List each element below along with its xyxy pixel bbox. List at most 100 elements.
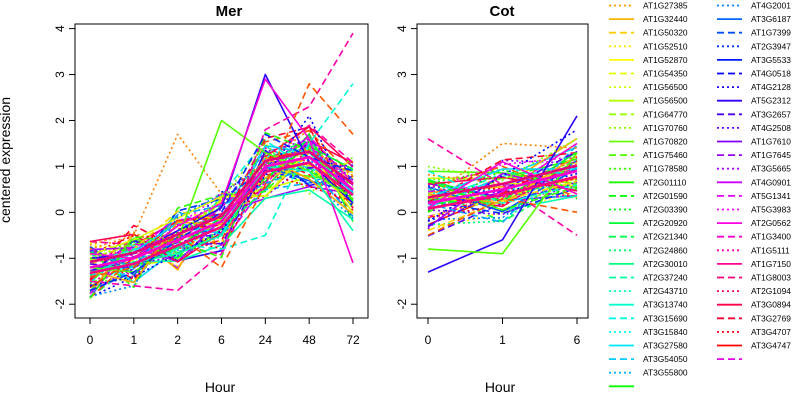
- legend-label: AT3G5533: [751, 55, 791, 65]
- legend-label: AT2G1094: [751, 286, 791, 296]
- cot-y-tick-label: 4: [395, 25, 409, 32]
- legend-label: AT2G0562: [751, 218, 791, 228]
- cot-gene-profile-line: [427, 168, 577, 199]
- legend: AT1G27385 AT1G32440 AT1G50320 AT1G52510 AT1G…: [609, 1, 791, 388]
- cot-gene-profile-line: [427, 152, 578, 255]
- legend-label: AT1G70760: [643, 123, 688, 133]
- cot-x-tick-label: 1: [499, 333, 506, 347]
- cot-gene-profile-line: [427, 142, 578, 200]
- mer-x-tick-label: 6: [218, 333, 225, 347]
- mer-ylabel: centered expression: [0, 97, 13, 223]
- mer-gene-profile-line: [89, 135, 354, 277]
- mer-x-tick-label: 0: [87, 333, 94, 347]
- mer-gene-profile-line: [89, 128, 354, 257]
- cot-title: Cot: [490, 3, 515, 20]
- cot-y-tick-label: -2: [395, 299, 409, 310]
- mer-title: Mer: [216, 3, 243, 20]
- cot-gene-profile-line: [427, 197, 578, 237]
- legend-label: AT1G52870: [643, 55, 688, 65]
- legend-label: AT1G70820: [643, 137, 688, 147]
- legend-label: AT1G7150: [751, 259, 791, 269]
- mer-y-tick-label: -2: [53, 299, 67, 310]
- mer-x-tick-label: 2: [174, 333, 181, 347]
- legend-label: AT1G3400: [751, 232, 791, 242]
- cot-y-tick-label: 3: [395, 71, 409, 78]
- mer-gene-profile-line: [89, 140, 354, 256]
- mer-gene-profile-line: [89, 156, 354, 284]
- legend-label: AT1G75460: [643, 150, 688, 160]
- legend-label: AT1G54350: [643, 69, 688, 79]
- legend-label: AT2G37240: [643, 273, 688, 283]
- mer-y-tick-label: 0: [53, 209, 67, 216]
- mer-series-group: [89, 32, 354, 299]
- legend-label: AT1G5111: [751, 245, 790, 255]
- mer-xlabel: Hour: [205, 379, 236, 395]
- cot-y-tick-label: 1: [395, 163, 409, 170]
- legend-label: AT3G4747: [751, 341, 791, 351]
- legend-label: AT1G7645: [751, 150, 791, 160]
- mer-x-tick-label: 72: [346, 333, 360, 347]
- cot-axes: 0 1 6 -2 -1 0 1 2 3 4: [395, 23, 589, 347]
- legend-label: AT2G30010: [643, 259, 688, 269]
- mer-gene-profile-line: [89, 82, 354, 278]
- cot-gene-profile-line: [427, 180, 578, 232]
- legend-label: AT1G56500: [643, 96, 688, 106]
- legend-label: AT2G21340: [643, 232, 688, 242]
- legend-label: AT3G2769: [751, 313, 791, 323]
- legend-label: AT2G20920: [643, 218, 688, 228]
- mer-gene-profile-line: [89, 131, 354, 299]
- cot-x-tick-label: 0: [425, 333, 432, 347]
- mer-x-tick-label: 48: [302, 333, 316, 347]
- legend-label: AT5G2312: [751, 96, 791, 106]
- cot-y-tick-label: 2: [395, 117, 409, 124]
- cot-x-tick-label: 6: [574, 333, 581, 347]
- legend-label: AT3G54050: [643, 354, 688, 364]
- legend-label: AT1G7399: [751, 28, 791, 38]
- legend-label: AT3G13740: [643, 300, 688, 310]
- cot-series-group: [427, 115, 578, 273]
- cot-gene-profile-line: [427, 129, 578, 223]
- mer-trend-line: [89, 161, 354, 275]
- mer-gene-profile-line: [89, 153, 354, 280]
- legend-label: AT2G03390: [643, 205, 688, 215]
- legend-label: AT3G2657: [751, 109, 791, 119]
- cot-gene-profile-line: [427, 170, 578, 204]
- mer-y-tick-label: 4: [53, 25, 67, 32]
- cot-gene-profile-line: [427, 138, 578, 181]
- cot-trend-line: [427, 175, 578, 210]
- legend-label: AT1G8003: [751, 273, 791, 283]
- mer-gene-profile-line: [89, 165, 354, 294]
- legend-label: AT1G50320: [643, 28, 688, 38]
- legend-label: AT3G27580: [643, 341, 688, 351]
- mer-y-tick-label: 1: [53, 163, 67, 170]
- legend-label: AT4G0518: [751, 69, 791, 79]
- legend-label: AT5G1341: [751, 191, 791, 201]
- cot-gene-profile-line: [427, 180, 578, 211]
- legend-label: AT3G0894: [751, 300, 791, 310]
- mer-y-tick-label: 3: [53, 71, 67, 78]
- legend-label: AT1G64770: [643, 109, 688, 119]
- mer-gene-profile-line: [89, 164, 354, 269]
- legend-label: AT2G01590: [643, 191, 688, 201]
- legend-label: AT3G55800: [643, 368, 688, 378]
- legend-label: AT2G01110: [643, 177, 687, 187]
- mer-x-tick-label: 1: [130, 333, 137, 347]
- mer-y-tick-label: 2: [53, 117, 67, 124]
- legend-label: AT4G2001: [751, 1, 791, 11]
- legend-label: AT2G3947: [751, 41, 791, 51]
- legend-label: AT4G0901: [751, 177, 791, 187]
- mer-y-tick-label: -1: [53, 253, 67, 264]
- panel-mer: Mer Hour centered expression 0 1 2 6 24 48 72-…: [0, 3, 369, 395]
- cot-y-tick-label: 0: [395, 209, 409, 216]
- legend-label: AT1G7610: [751, 137, 791, 147]
- legend-label: AT1G78580: [643, 164, 688, 174]
- legend-label: AT3G15840: [643, 327, 688, 337]
- mer-gene-profile-line: [89, 142, 354, 260]
- cot-gene-profile-line: [427, 138, 578, 236]
- cot-trend-line: [427, 169, 578, 205]
- legend-label: AT3G4707: [751, 327, 791, 337]
- cot-gene-profile-line: [427, 179, 578, 211]
- mer-gene-profile-line: [89, 133, 354, 250]
- legend-label: AT1G32440: [643, 14, 688, 24]
